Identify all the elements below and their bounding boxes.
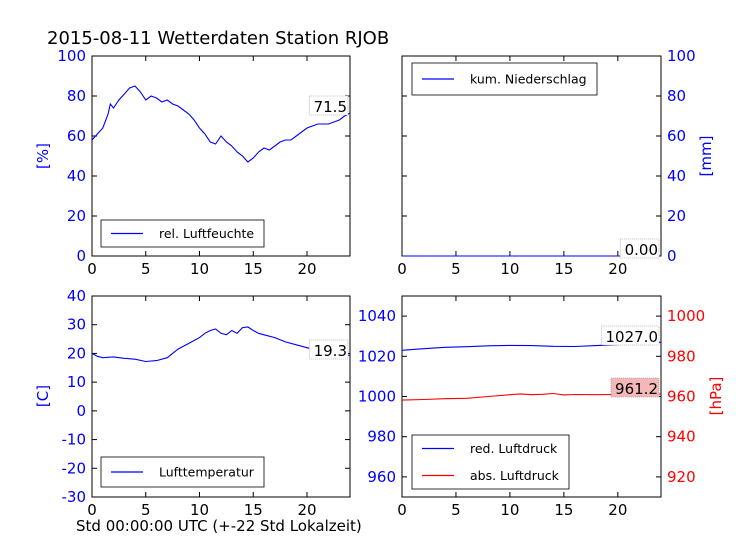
temperature-ytick-label: 40 bbox=[67, 287, 86, 305]
humidity-legend-label: rel. Luftfeuchte bbox=[159, 226, 254, 241]
precip-xtick-label: 0 bbox=[397, 260, 407, 278]
humidity-annotation-box bbox=[308, 95, 349, 116]
humidity-ytick-label: 40 bbox=[67, 167, 86, 185]
temperature-xtick-label: 20 bbox=[297, 501, 316, 519]
pressure-legend-box bbox=[411, 434, 570, 490]
pressure-right-ytick-label: 960 bbox=[667, 388, 696, 406]
precip-ytick-label: 0 bbox=[667, 247, 677, 265]
pressure-right-ytick-label: 940 bbox=[667, 428, 696, 446]
humidity-ytick-label: 0 bbox=[76, 247, 86, 265]
pressure-xtick-label: 15 bbox=[554, 501, 573, 519]
temperature-xtick-label: 5 bbox=[141, 501, 151, 519]
temperature-ylabel: [C] bbox=[34, 385, 52, 407]
precip-xtick-label: 20 bbox=[608, 260, 627, 278]
pressure-legend-label: red. Luftdruck bbox=[470, 441, 558, 456]
humidity-ytick-label: 20 bbox=[67, 207, 86, 225]
temperature-annotation-box bbox=[308, 339, 349, 360]
pressure-left-ytick-label: 960 bbox=[367, 468, 396, 486]
pressure-abs-annotation: 961.2 bbox=[615, 380, 658, 398]
temperature-frame bbox=[91, 295, 351, 498]
temperature-ytick-label: 30 bbox=[67, 316, 86, 334]
humidity-xtick-label: 0 bbox=[87, 260, 97, 278]
pressure-xtick-label: 10 bbox=[500, 501, 519, 519]
pressure-xtick-label: 20 bbox=[608, 501, 627, 519]
precip-ytick-label: 80 bbox=[667, 87, 686, 105]
temperature-xtick-label: 15 bbox=[244, 501, 263, 519]
precip-xtick-label: 15 bbox=[554, 260, 573, 278]
temperature-ytick-label: 0 bbox=[76, 402, 86, 420]
humidity-ytick-label: 100 bbox=[57, 47, 86, 65]
pressure-right-ytick-label: 1000 bbox=[667, 307, 705, 325]
pressure-left-ytick-label: 1000 bbox=[358, 388, 396, 406]
precip-legend-label: kum. Niederschlag bbox=[470, 72, 587, 87]
pressure-left-ytick-label: 980 bbox=[367, 428, 396, 446]
precip-annotation-box bbox=[619, 238, 660, 259]
temperature-legend-label: Lufttemperatur bbox=[159, 465, 255, 480]
x-axis-label: Std 00:00:00 UTC (+-22 Std Lokalzeit) bbox=[76, 517, 362, 535]
pressure-series-line bbox=[401, 392, 662, 401]
pressure-right-ytick-label: 920 bbox=[667, 468, 696, 486]
humidity-xtick-label: 10 bbox=[190, 260, 209, 278]
temperature-xtick-label: 0 bbox=[87, 501, 97, 519]
temperature-series-line bbox=[91, 326, 351, 363]
pressure-left-ytick-label: 1040 bbox=[358, 307, 396, 325]
pressure-abs-annotation-box bbox=[610, 377, 660, 398]
humidity-ytick-label: 60 bbox=[67, 127, 86, 145]
pressure-xtick-label: 5 bbox=[451, 501, 461, 519]
humidity-annotation: 71.5 bbox=[314, 98, 347, 116]
temperature-ytick-label: 10 bbox=[67, 373, 86, 391]
humidity-ylabel: [%] bbox=[34, 143, 52, 169]
precip-ytick-label: 100 bbox=[667, 47, 696, 65]
precip-annotation: 0.00 bbox=[625, 241, 658, 259]
pressure-ylabel: [hPa] bbox=[707, 377, 725, 416]
humidity-frame bbox=[91, 55, 351, 257]
figure-title: 2015-08-11 Wetterdaten Station RJOB bbox=[47, 28, 389, 49]
precip-ylabel: [mm] bbox=[697, 136, 715, 177]
humidity-xtick-label: 5 bbox=[141, 260, 151, 278]
humidity-ytick-label: 80 bbox=[67, 87, 86, 105]
temperature-ytick-label: -10 bbox=[62, 431, 87, 449]
pressure-right-ytick-label: 980 bbox=[667, 347, 696, 365]
pressure-red-annotation: 1027.0 bbox=[606, 328, 659, 346]
pressure-left-ytick-label: 1020 bbox=[358, 347, 396, 365]
precip-xtick-label: 5 bbox=[451, 260, 461, 278]
pressure-red-annotation-box bbox=[601, 325, 660, 346]
temperature-xtick-label: 10 bbox=[190, 501, 209, 519]
humidity-xtick-label: 20 bbox=[297, 260, 316, 278]
pressure-xtick-label: 0 bbox=[397, 501, 407, 519]
pressure-legend-label: abs. Luftdruck bbox=[470, 468, 560, 483]
temperature-ytick-label: -30 bbox=[62, 488, 87, 506]
precip-ytick-label: 60 bbox=[667, 127, 686, 145]
humidity-xtick-label: 15 bbox=[244, 260, 263, 278]
humidity-series-line bbox=[91, 85, 351, 163]
temperature-annotation: 19.3 bbox=[314, 342, 347, 360]
precip-ytick-label: 40 bbox=[667, 167, 686, 185]
temperature-ytick-label: -20 bbox=[62, 459, 87, 477]
precip-xtick-label: 10 bbox=[500, 260, 519, 278]
precip-ytick-label: 20 bbox=[667, 207, 686, 225]
temperature-ytick-label: 20 bbox=[67, 344, 86, 362]
